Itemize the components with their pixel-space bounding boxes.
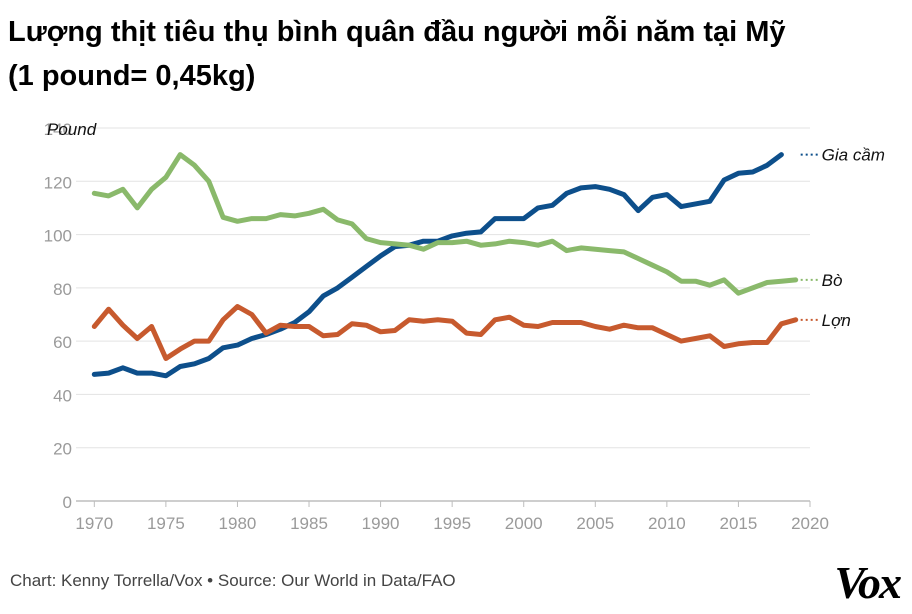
y-tick-label: 40 <box>53 386 72 405</box>
series-label: Bò <box>822 271 843 290</box>
y-tick-label: 0 <box>63 493 72 512</box>
x-tick-label: 1995 <box>433 514 471 533</box>
source-credit: Chart: Kenny Torrella/Vox • Source: Our … <box>10 571 456 590</box>
series-line-2 <box>91 304 799 361</box>
y-tick-label: 80 <box>53 280 72 299</box>
x-tick-label: 1970 <box>75 514 113 533</box>
x-tick-label: 1985 <box>290 514 328 533</box>
title-line-2: (1 pound= 0,45kg) <box>8 60 256 92</box>
grid-lines <box>76 127 810 502</box>
y-tick-label: 60 <box>53 333 72 352</box>
chart-title: Lượng thịt tiêu thụ bình quân đầu người … <box>8 10 908 98</box>
series-label: Lợn <box>822 311 851 330</box>
vox-logo: Vox <box>834 557 902 608</box>
x-tick-label: 1980 <box>219 514 257 533</box>
y-tick-label: 20 <box>53 440 72 459</box>
y-axis-label: Pound <box>47 120 97 139</box>
series-line-1 <box>91 152 799 296</box>
x-tick-label: 2005 <box>576 514 614 533</box>
series-group: Gia cầm Bò Lợn <box>91 146 885 379</box>
x-axis-ticks: 1970 1975 1980 1985 1990 1995 2000 2005 2010 2015… <box>75 501 829 533</box>
x-tick-label: 1990 <box>362 514 400 533</box>
y-tick-label: 140 <box>44 120 72 139</box>
y-tick-label: 120 <box>44 173 72 192</box>
y-axis-ticks: 0 20 40 60 80 100 120 140 <box>44 120 72 512</box>
x-tick-label: 2010 <box>648 514 686 533</box>
y-tick-label: 100 <box>44 227 72 246</box>
title-line-1: Lượng thịt tiêu thụ bình quân đầu người … <box>8 16 786 48</box>
x-tick-label: 2000 <box>505 514 543 533</box>
series-label: Gia cầm <box>822 146 885 165</box>
x-tick-label: 1975 <box>147 514 185 533</box>
x-tick-label: 2015 <box>720 514 758 533</box>
x-tick-label: 2020 <box>791 514 829 533</box>
